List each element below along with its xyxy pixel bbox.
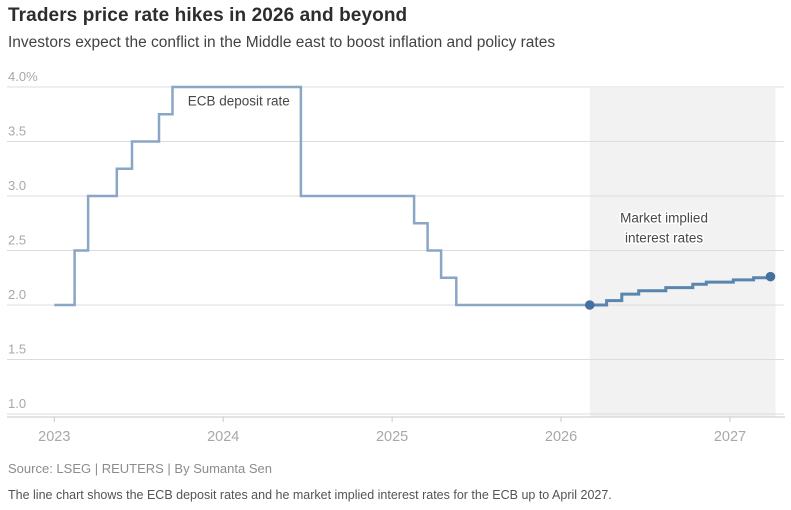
- y-axis-tick-label: 2.5: [8, 233, 26, 248]
- y-axis-tick-label: 3.5: [8, 124, 26, 139]
- x-axis-tick-label: 2026: [545, 429, 577, 445]
- page-subtitle: Investors expect the conflict in the Mid…: [8, 34, 556, 51]
- page-title: Traders price rate hikes in 2026 and bey…: [8, 5, 408, 26]
- forecast-shaded-region: [589, 88, 776, 417]
- series-ecb-deposit-rate: [54, 85, 590, 307]
- x-axis-tick-label: 2025: [376, 429, 408, 445]
- series-label-market-implied: interest rates: [625, 231, 703, 246]
- chart-svg: 4.0% 3.5 3.0 2.5 2.0 1.5 1.0 2023 2024 2025 2026 20…: [7, 69, 785, 445]
- y-axis-tick-label: 4.0%: [8, 69, 38, 84]
- series-market-implied: [589, 276, 772, 307]
- x-axis-tick-label: 2027: [714, 429, 746, 445]
- y-axis-tick-label: 2.0: [8, 287, 26, 302]
- data-point-marker: [584, 300, 595, 310]
- y-axis-tick-label: 1.5: [8, 342, 26, 357]
- x-axis-tick-label: 2024: [207, 429, 239, 445]
- series-label-ecb-deposit-rate: ECB deposit rate: [188, 94, 290, 109]
- chart-area: 4.0% 3.5 3.0 2.5 2.0 1.5 1.0 2023 2024 2025 2026 20…: [0, 60, 791, 450]
- series-label-market-implied: Market implied: [620, 211, 708, 226]
- caption-line: The line chart shows the ECB deposit rat…: [8, 488, 612, 502]
- data-point-marker: [765, 271, 776, 282]
- x-axis-tick-label: 2023: [38, 429, 70, 445]
- source-line: Source: LSEG | REUTERS | By Sumanta Sen: [8, 461, 272, 476]
- y-axis-tick-label: 3.0: [8, 178, 26, 193]
- y-axis-tick-label: 1.0: [8, 396, 26, 411]
